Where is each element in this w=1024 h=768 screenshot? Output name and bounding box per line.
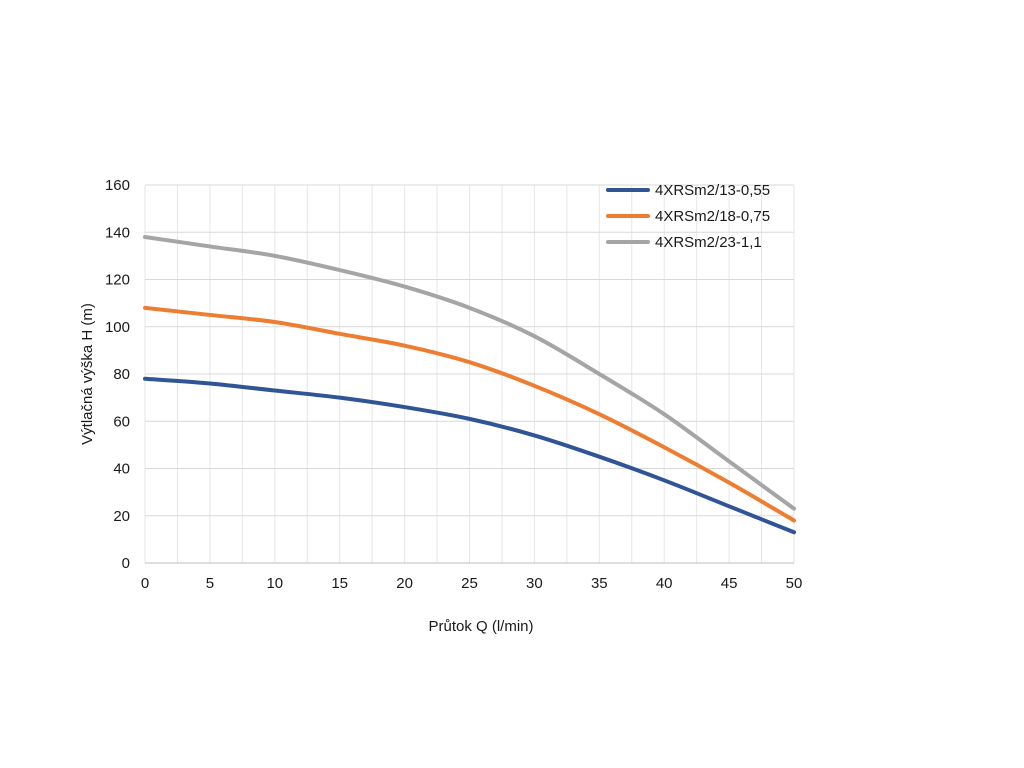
y-tick-labels: 0 20 40 60 80 100 120 140 160 [105, 177, 130, 572]
x-tick-label: 45 [721, 575, 738, 592]
legend-label: 4XRSm2/13-0,55 [655, 182, 770, 199]
legend-item-2: 4XRSm2/18-0,75 [606, 208, 770, 225]
y-tick-label: 120 [105, 272, 130, 289]
legend-item-3: 4XRSm2/23-1,1 [606, 234, 762, 251]
legend-label: 4XRSm2/18-0,75 [655, 208, 770, 225]
x-tick-label: 25 [461, 575, 478, 592]
x-tick-label: 5 [206, 575, 214, 592]
legend-item-1: 4XRSm2/13-0,55 [606, 182, 770, 199]
series-lines [143, 234, 796, 535]
y-tick-label: 100 [105, 319, 130, 336]
y-tick-label: 60 [113, 413, 130, 430]
x-tick-label: 20 [396, 575, 413, 592]
y-axis-title: Výtlačná výška H (m) [79, 303, 96, 445]
y-tick-label: 40 [113, 461, 130, 478]
x-tick-label: 0 [141, 575, 149, 592]
series-line-2 [143, 305, 796, 523]
y-tick-label: 140 [105, 224, 130, 241]
legend: 4XRSm2/13-0,55 4XRSm2/18-0,75 4XRSm2/23-1,… [606, 182, 770, 251]
x-tick-label: 10 [266, 575, 283, 592]
x-axis-title: Průtok Q (l/min) [428, 618, 533, 635]
y-tick-label: 80 [113, 366, 130, 383]
x-tick-labels: 0 5 10 15 20 25 30 35 40 45 50 [141, 575, 803, 592]
x-tick-label: 40 [656, 575, 673, 592]
y-tick-label: 20 [113, 508, 130, 525]
series-line-1 [143, 376, 796, 535]
x-tick-label: 35 [591, 575, 608, 592]
legend-label: 4XRSm2/23-1,1 [655, 234, 762, 251]
x-tick-label: 30 [526, 575, 543, 592]
series-line-3 [143, 234, 796, 511]
x-tick-label: 15 [331, 575, 348, 592]
y-tick-label: 160 [105, 177, 130, 194]
y-tick-label: 0 [122, 555, 130, 572]
x-tick-label: 50 [786, 575, 803, 592]
